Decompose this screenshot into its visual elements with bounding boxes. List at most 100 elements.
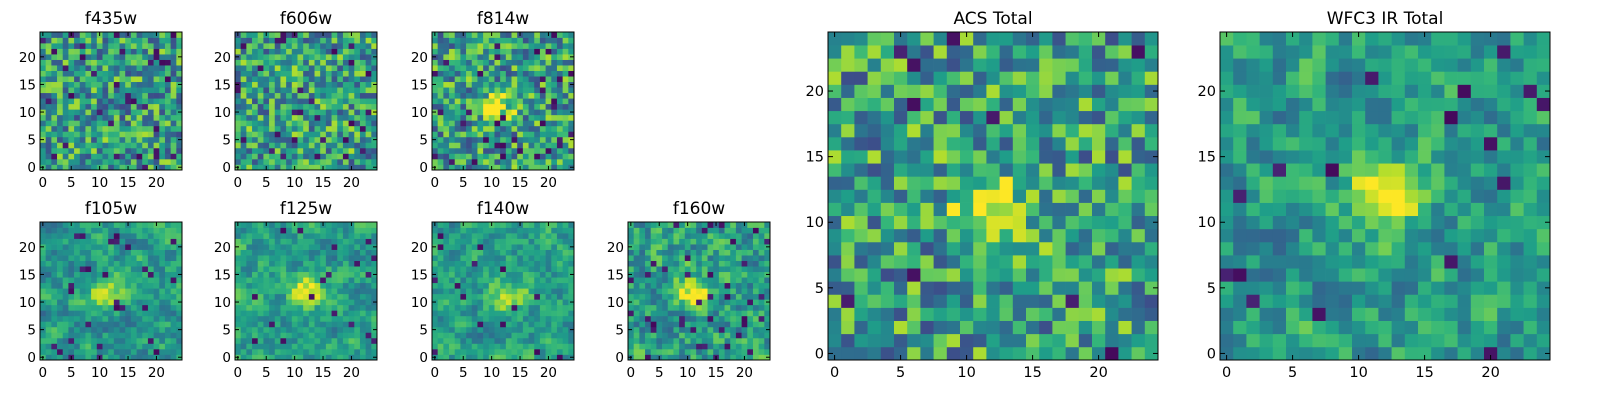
heatmap-cell [91, 222, 98, 228]
heatmap-cell [119, 164, 126, 171]
heatmap-cell [51, 233, 58, 239]
heatmap-cell [269, 277, 276, 284]
heatmap-cell [645, 299, 652, 306]
heatmap-cell [325, 315, 332, 322]
heatmap-cell [257, 92, 264, 99]
heatmap-cell [142, 343, 149, 350]
heatmap-cell [752, 233, 759, 239]
heatmap-cell [286, 98, 293, 105]
heatmap-cell [246, 37, 253, 44]
heatmap-cell [91, 109, 98, 116]
heatmap-cell [933, 255, 948, 269]
heatmap-cell [568, 233, 575, 239]
heatmap-cell [331, 227, 338, 234]
y-tick-label: 20 [607, 240, 624, 256]
x-tick-label: 20 [540, 175, 557, 191]
heatmap-cell [633, 304, 640, 311]
heatmap-cell [142, 76, 149, 83]
heatmap-cell [113, 103, 120, 110]
heatmap-cell [696, 277, 703, 284]
heatmap-cell [246, 255, 253, 261]
heatmap-cell [528, 249, 535, 256]
heatmap-cell [62, 293, 69, 300]
heatmap-cell [986, 215, 1000, 230]
heatmap-cell [51, 120, 58, 127]
heatmap-cell [291, 92, 298, 99]
heatmap-cell [500, 332, 507, 339]
heatmap-cell [286, 153, 293, 160]
heatmap-cell [297, 354, 304, 361]
heatmap-cell [568, 32, 575, 38]
heatmap-cell [747, 315, 754, 322]
heatmap-cell [325, 125, 332, 132]
heatmap-cell [164, 238, 171, 245]
heatmap-cell [291, 343, 298, 350]
y-tick-label: 0 [222, 160, 231, 176]
heatmap-cell [707, 343, 714, 350]
y-tick-label: 5 [27, 133, 36, 149]
heatmap-cell [96, 81, 103, 88]
heatmap-cell [707, 337, 714, 344]
heatmap-cell [108, 92, 115, 99]
heatmap-cell [365, 120, 372, 127]
heatmap-cell [371, 76, 378, 83]
heatmap-cell [460, 87, 467, 94]
heatmap-cell [488, 109, 495, 116]
heatmap-cell [534, 222, 541, 228]
heatmap-cell [477, 227, 484, 234]
heatmap-cell [125, 59, 132, 66]
heatmap-cell [528, 348, 535, 355]
heatmap-cell [650, 343, 657, 350]
heatmap-cell [91, 326, 98, 333]
heatmap-cell [320, 233, 327, 239]
heatmap-cell [136, 271, 143, 278]
heatmap-cell [235, 131, 242, 138]
heatmap-cell [371, 337, 378, 344]
heatmap-cell [684, 326, 691, 333]
heatmap-cell [147, 125, 154, 132]
heatmap-cell [534, 81, 541, 88]
heatmap-cell [662, 277, 669, 284]
heatmap-cell [1039, 333, 1053, 348]
heatmap-cell [867, 320, 882, 335]
heatmap-cell [628, 266, 635, 273]
y-tick-label: 5 [222, 323, 231, 339]
heatmap-cell [511, 332, 518, 339]
heatmap-cell [136, 114, 143, 121]
heatmap-cell [62, 131, 69, 138]
heatmap-cell [257, 76, 264, 83]
heatmap-cell [545, 125, 552, 132]
heatmap-cell [235, 70, 242, 77]
heatmap-cell [718, 321, 725, 328]
heatmap-cell [291, 304, 298, 311]
heatmap-cell [556, 92, 563, 99]
heatmap-cell [645, 233, 652, 239]
heatmap-cell [460, 109, 467, 116]
heatmap-cell [511, 310, 518, 317]
heatmap-cell [51, 227, 58, 234]
heatmap-cell [488, 65, 495, 71]
heatmap-cell [494, 76, 501, 83]
heatmap-cell [764, 288, 771, 295]
heatmap-cell [113, 76, 120, 83]
heatmap-cell [68, 255, 75, 261]
heatmap-cell [973, 294, 987, 308]
heatmap-cell [74, 98, 81, 105]
y-tick-label: 10 [214, 105, 231, 121]
heatmap-cell [494, 158, 501, 165]
heatmap-cell [269, 136, 276, 143]
heatmap-cell [443, 87, 450, 94]
heatmap-cell [246, 343, 253, 350]
heatmap-cell [62, 109, 69, 116]
heatmap-cell [337, 70, 344, 77]
heatmap-cell [494, 43, 501, 49]
heatmap-cell [320, 337, 327, 344]
heatmap-cell [113, 81, 120, 88]
heatmap-cell [252, 103, 259, 110]
heatmap-cell [176, 343, 183, 350]
heatmap-cell [483, 222, 490, 228]
heatmap-cell [337, 92, 344, 99]
heatmap-cell [303, 233, 310, 239]
heatmap-cell [51, 260, 58, 267]
